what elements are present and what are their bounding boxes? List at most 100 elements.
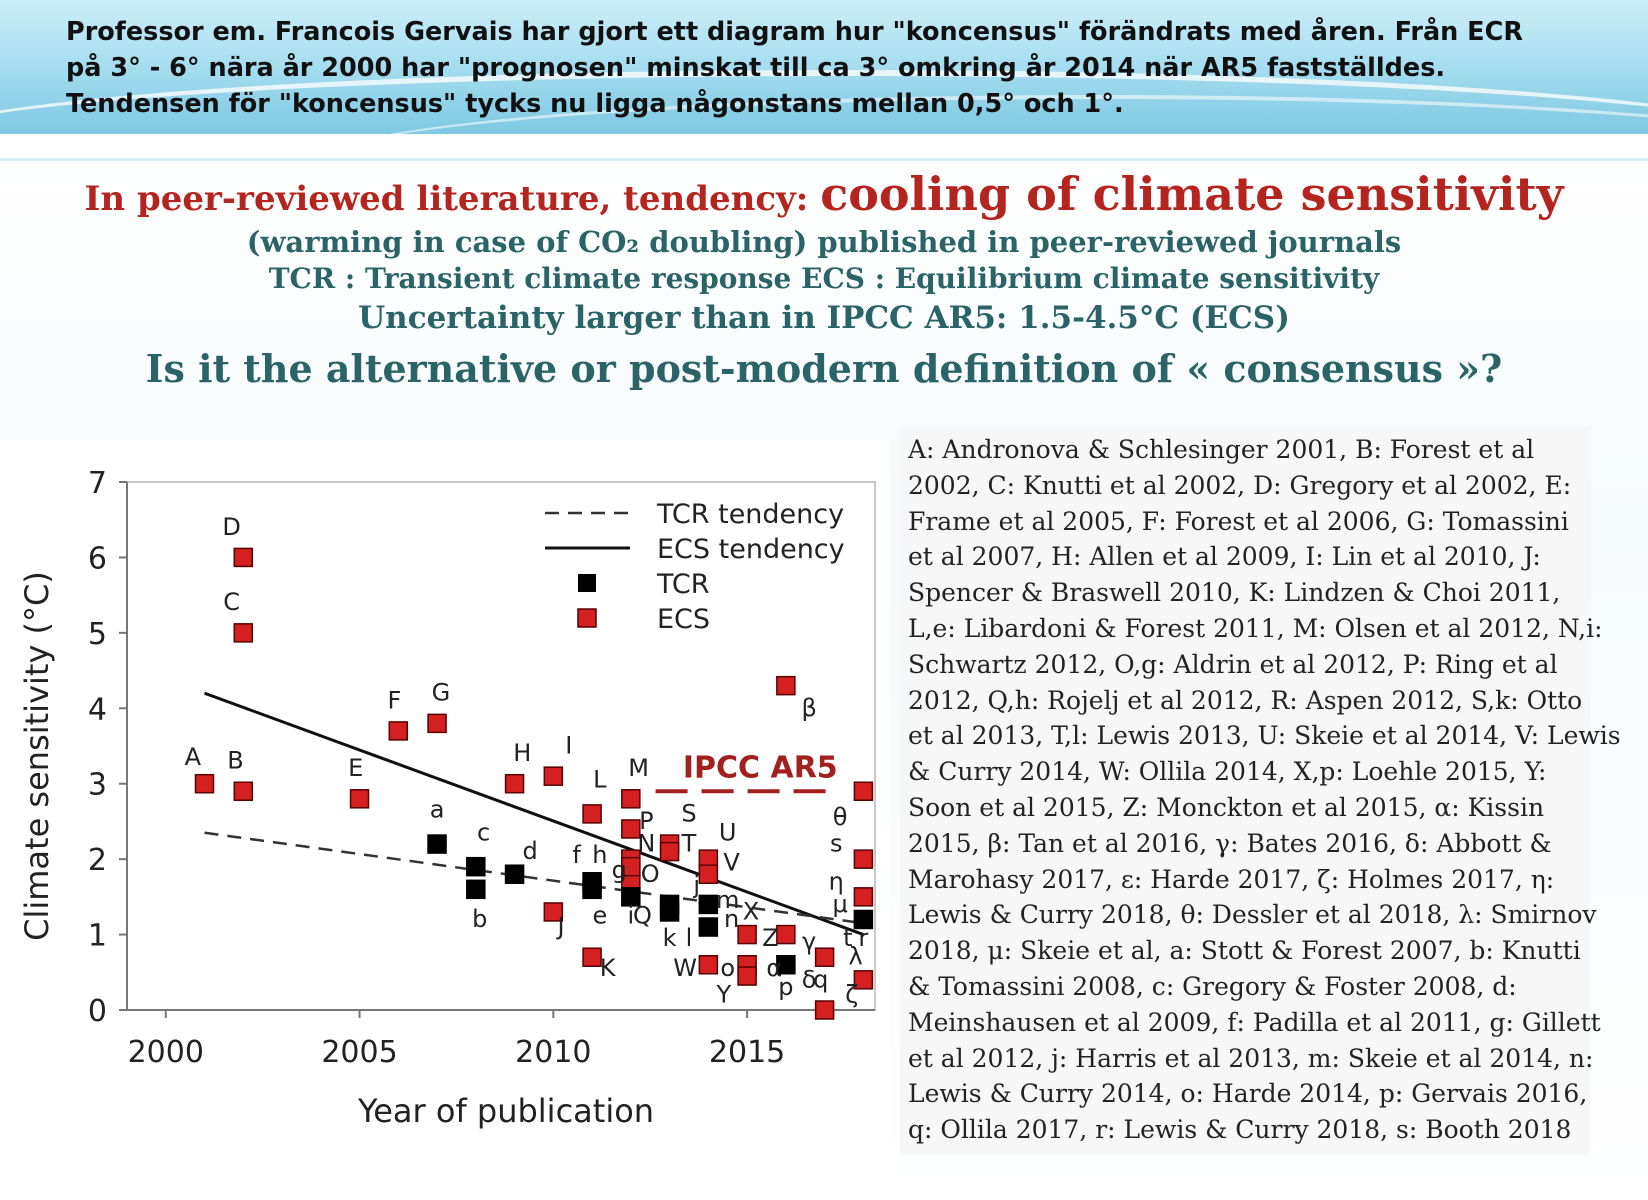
ecs-point [233, 623, 254, 643]
y-tick-label: 1 [88, 919, 107, 954]
y-tick-label: 0 [88, 994, 107, 1029]
point-label: ζ [845, 980, 858, 1008]
point-label: Q [633, 901, 652, 929]
point-label: s [830, 830, 843, 858]
ecs-point [814, 947, 835, 967]
reference-line: Frame et al 2005, F: Forest et al 2006, … [908, 506, 1569, 536]
point-label: D [222, 513, 240, 541]
reference-line: et al 2007, H: Allen et al 2009, I: Lin … [908, 542, 1541, 572]
legend-entry: TCR tendency [656, 499, 844, 530]
ecs-point [621, 856, 641, 877]
ecs-point [582, 804, 602, 824]
ipcc-band-label: IPCC AR5 [683, 750, 838, 785]
slide-subtitle-2: TCR : Transient climate response ECS : E… [268, 262, 1380, 295]
point-label: p [778, 973, 793, 1001]
ecs-point [776, 675, 796, 696]
tcr-point [466, 879, 486, 900]
legend-ecs-swatch [577, 608, 597, 628]
tcr-tendency-line [204, 831, 864, 925]
point-label: h [592, 841, 607, 869]
point-labels: A B C D E F G H I J K L M NOP ST UV W X Y Z Qa b c d e f hgi jk lmno… [185, 513, 869, 1009]
tcr-point [853, 909, 874, 930]
point-label: L [593, 765, 607, 793]
slide-top-divider [0, 158, 1648, 161]
ecs-point [698, 864, 719, 884]
ecs-point [582, 947, 602, 967]
reference-line: et al 2012, j: Harris et al 2013, m: Ske… [908, 1043, 1594, 1073]
point-label: e [592, 901, 607, 929]
legend-entry: ECS tendency [657, 534, 845, 565]
reference-line: 2012, Q,h: Rojelj et al 2012, R: Aspen 2… [908, 685, 1583, 715]
x-tick-label: 2010 [515, 1035, 591, 1070]
point-label: γ [802, 928, 816, 956]
tcr-point [776, 954, 796, 975]
ecs-point [853, 970, 874, 990]
tcr-point [466, 856, 486, 877]
ecs-point [621, 789, 641, 809]
point-label: r [858, 924, 868, 952]
tcr-point [659, 902, 680, 922]
point-label: X [743, 897, 759, 925]
point-label: U [719, 818, 737, 846]
ecs-point [853, 887, 874, 907]
point-label: F [388, 686, 402, 714]
slide-title-part1: In peer-reviewed literature, tendency: [84, 179, 821, 219]
point-label: Z [762, 924, 778, 952]
ecs-point [194, 773, 215, 794]
ecs-point [388, 721, 409, 741]
reference-line: Lewis & Curry 2018, θ: Dessler et al 201… [908, 900, 1597, 930]
point-label: M [628, 754, 649, 782]
point-label: J [556, 913, 565, 941]
data-points [194, 547, 874, 1020]
tcr-point [698, 894, 719, 915]
point-label: k [663, 924, 677, 952]
tcr-point [504, 864, 525, 884]
ecs-point [233, 547, 254, 568]
banner-wave-decoration [300, 95, 1648, 134]
point-label: A [185, 743, 202, 771]
reference-line: q: Ollila 2017, r: Lewis & Curry 2018, s… [908, 1115, 1572, 1145]
point-label: G [432, 679, 451, 707]
ecs-point [776, 924, 796, 945]
reference-line: & Tomassini 2008, c: Gregory & Foster 20… [908, 971, 1517, 1001]
chart-background [0, 440, 890, 1180]
y-tick-label: 3 [88, 768, 107, 803]
point-label: j [692, 871, 700, 899]
point-label: I [565, 732, 572, 760]
tcr-point [621, 887, 641, 907]
slide-subtitle-4: Is it the alternative or post-modern def… [145, 346, 1503, 391]
ecs-point [737, 924, 757, 945]
slide-title-part2: cooling of climate sensitivity [820, 167, 1564, 221]
ecs-point [427, 713, 447, 734]
reference-line: Meinshausen et al 2009, f: Padilla et al… [908, 1007, 1601, 1037]
ecs-point [737, 966, 757, 986]
legend-entry: ECS [657, 604, 710, 635]
ecs-point [504, 773, 525, 794]
tcr-point [698, 917, 719, 937]
point-label: T [681, 830, 697, 858]
ecs-point [853, 781, 874, 802]
point-label: b [472, 905, 487, 933]
references-panel: A: Andronova & Schlesinger 2001, B: Fore… [900, 427, 1621, 1155]
reference-line: Schwartz 2012, O,g: Aldrin et al 2012, P… [908, 649, 1558, 679]
ecs-point [349, 789, 370, 809]
point-label: E [348, 754, 363, 782]
reference-line: 2002, C: Knutti et al 2002, D: Gregory e… [908, 470, 1572, 500]
point-label: W [673, 954, 697, 982]
point-label: C [223, 588, 240, 616]
reference-line: & Curry 2014, W: Ollila 2014, X,p: Loehl… [908, 757, 1547, 787]
point-label: P [639, 807, 653, 835]
point-label: i [627, 901, 634, 929]
y-tick-label: 2 [88, 843, 107, 878]
axes: 0 1 2 3 4 5 6 7 2000 2005 2010 2015 [88, 466, 875, 1070]
point-label: α [766, 954, 782, 982]
reference-line: L,e: Libardoni & Forest 2011, M: Olsen e… [908, 613, 1603, 643]
slide-subtitle-3: Uncertainty larger than in IPCC AR5: 1.5… [358, 300, 1290, 336]
point-label: O [641, 860, 660, 888]
reference-line: Soon et al 2015, Z: Monckton et al 2015,… [908, 792, 1545, 822]
banner-line: Professor em. Francois Gervais har gjort… [66, 17, 1523, 47]
tendency-lines [203, 691, 864, 936]
slide-subtitle-1: (warming in case of CO₂ doubling) publis… [246, 225, 1402, 259]
y-tick-label: 7 [88, 466, 107, 501]
reference-line: et al 2013, T,l: Lewis 2013, U: Skeie et… [908, 721, 1621, 751]
